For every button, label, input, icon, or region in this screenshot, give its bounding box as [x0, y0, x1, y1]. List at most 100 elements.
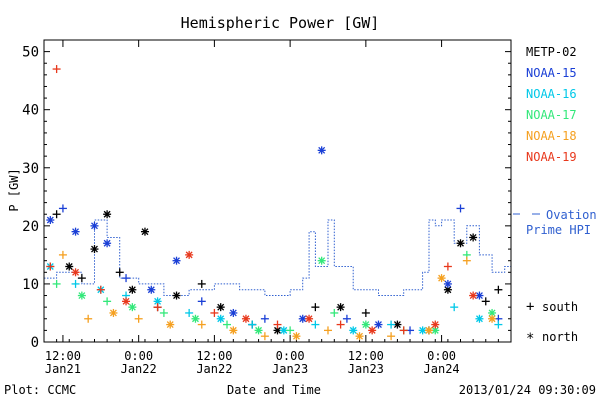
marker-stroke	[141, 228, 149, 236]
south-point	[115, 268, 124, 277]
marker-stroke	[292, 332, 300, 340]
marker-stroke	[173, 292, 180, 299]
marker-stroke	[431, 321, 439, 329]
south-point	[456, 204, 465, 213]
north-point	[90, 245, 99, 254]
marker-stroke	[375, 321, 382, 329]
marker-stroke	[362, 321, 370, 329]
marker-stroke	[217, 303, 225, 311]
plot-frame	[43, 39, 512, 343]
plot-credit: Plot: CCMC	[4, 383, 76, 397]
ovation-legend: Ovation Prime HPI	[513, 208, 597, 237]
north-point	[355, 332, 364, 341]
south-point	[96, 285, 105, 294]
south-point	[58, 204, 67, 213]
north-point	[172, 256, 181, 265]
north-point	[147, 285, 156, 294]
south-point	[71, 279, 80, 288]
y-tick-label: 10	[22, 277, 39, 293]
north-point	[279, 326, 288, 335]
marker-stroke	[356, 332, 364, 340]
north-point	[166, 320, 175, 329]
south-point	[84, 314, 93, 323]
marker-stroke	[217, 315, 225, 323]
north-point	[229, 326, 238, 335]
marker-legend-north-label: north	[542, 330, 578, 344]
marker-stroke	[166, 321, 174, 329]
x-tick-date: Jan21	[45, 362, 81, 376]
north-point	[128, 303, 137, 312]
south-point	[336, 320, 345, 329]
marker-stroke	[103, 239, 111, 247]
marker-stroke	[274, 326, 281, 334]
x-tick-time: 0:00	[276, 349, 305, 363]
north-point	[317, 256, 326, 265]
south-point	[311, 320, 320, 329]
marker-stroke	[318, 257, 326, 265]
south-point	[494, 285, 503, 294]
south-point	[52, 65, 61, 74]
marker-legend-north-symbol: *	[526, 331, 534, 347]
marker-stroke	[185, 251, 193, 259]
marker-stroke	[91, 222, 98, 230]
south-point	[248, 320, 257, 329]
legend-item: NOAA-18	[526, 129, 577, 143]
south-point	[330, 308, 339, 317]
marker-stroke	[109, 309, 117, 317]
north-point	[424, 326, 433, 335]
marker-legend: + south * north	[526, 299, 578, 347]
south-point	[286, 326, 295, 335]
south-point	[494, 320, 503, 329]
north-point	[128, 285, 137, 294]
north-point	[46, 216, 55, 225]
north-point	[65, 262, 74, 271]
marker-stroke	[280, 326, 288, 334]
north-point	[103, 239, 112, 248]
marker-stroke	[475, 315, 483, 323]
marker-stroke	[229, 309, 237, 317]
south-point	[260, 314, 269, 323]
north-point	[185, 250, 194, 259]
north-point	[216, 314, 225, 323]
north-point	[336, 303, 345, 312]
north-point	[77, 291, 86, 300]
y-tick-label: 50	[22, 45, 39, 61]
south-point	[197, 320, 206, 329]
legend-item: METP-02	[526, 45, 577, 59]
legend-item: NOAA-16	[526, 87, 577, 101]
marker-stroke	[173, 257, 180, 265]
south-point	[122, 274, 131, 283]
marker-stroke	[122, 297, 130, 305]
marker-stroke	[469, 234, 477, 241]
south-point	[223, 320, 232, 329]
marker-stroke	[444, 286, 452, 294]
marker-stroke	[229, 326, 237, 334]
marker-stroke	[425, 326, 433, 334]
y-tick-label: 0	[31, 335, 39, 351]
x-axis-ticks: 12:00Jan210:00Jan2212:00Jan220:00Jan2312…	[43, 40, 499, 376]
chart-title: Hemispheric Power [GW]	[181, 14, 380, 32]
south-point	[387, 320, 396, 329]
north-point	[475, 291, 484, 300]
marker-stroke	[457, 239, 464, 247]
north-point	[122, 297, 131, 306]
ovation-legend-label-line1: Ovation	[546, 208, 597, 222]
marker-stroke	[299, 315, 307, 323]
south-point	[323, 326, 332, 335]
ovation-hpi-series	[44, 219, 511, 296]
north-point	[361, 320, 370, 329]
north-point	[71, 227, 80, 236]
marker-stroke	[128, 303, 136, 311]
south-point	[387, 332, 396, 341]
x-tick-date: Jan22	[121, 362, 157, 376]
x-tick-time: 0:00	[124, 349, 153, 363]
y-tick-label: 30	[22, 161, 39, 177]
marker-legend-south-label: south	[542, 300, 578, 314]
marker-stroke	[368, 326, 376, 334]
north-point	[488, 314, 497, 323]
marker-stroke	[242, 315, 250, 323]
north-point	[431, 320, 440, 329]
marker-stroke	[305, 315, 313, 323]
marker-stroke	[65, 263, 73, 270]
south-point	[443, 262, 452, 271]
